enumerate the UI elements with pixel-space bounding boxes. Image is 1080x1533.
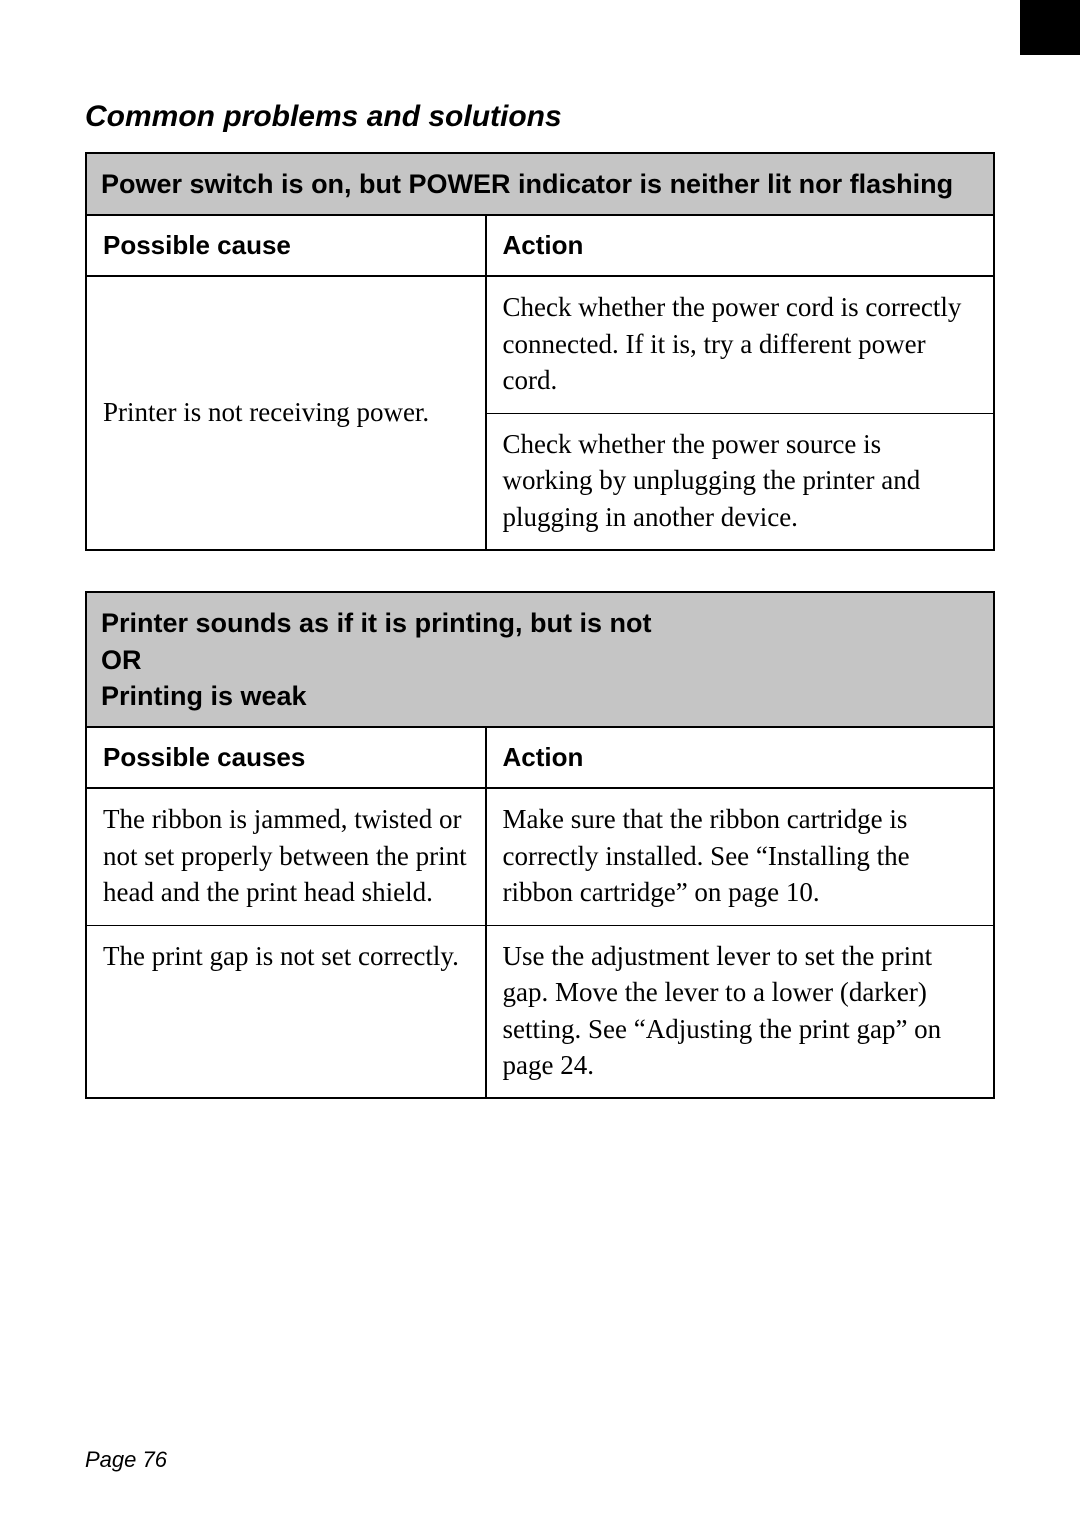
cause-cell: Printer is not receiving power. — [86, 276, 486, 550]
col-header-action: Action — [486, 727, 994, 788]
action-cell: Check whether the power source is workin… — [486, 413, 994, 550]
action-cell: Check whether the power cord is correctl… — [486, 276, 994, 413]
cause-cell: The print gap is not set correctly. — [86, 925, 486, 1098]
action-cell: Make sure that the ribbon cartridge is c… — [486, 788, 994, 925]
corner-tab — [1020, 0, 1080, 55]
troubleshooting-table-2: Printer sounds as if it is printing, but… — [85, 591, 995, 1099]
problem-header-1: Power switch is on, but POWER indicator … — [86, 153, 994, 215]
problem-header-2: Printer sounds as if it is printing, but… — [86, 592, 994, 727]
troubleshooting-table-1: Power switch is on, but POWER indicator … — [85, 152, 995, 551]
page-content: Common problems and solutions Power swit… — [0, 0, 1080, 1199]
section-title: Common problems and solutions — [85, 100, 995, 134]
problem-line-2: OR — [101, 645, 142, 675]
col-header-causes: Possible causes — [86, 727, 486, 788]
cause-cell: The ribbon is jammed, twisted or not set… — [86, 788, 486, 925]
problem-line-3: Printing is weak — [101, 681, 307, 711]
problem-line-1: Printer sounds as if it is printing, but… — [101, 608, 652, 638]
action-cell: Use the adjustment lever to set the prin… — [486, 925, 994, 1098]
page-number: Page 76 — [85, 1447, 167, 1473]
col-header-cause: Possible cause — [86, 215, 486, 276]
col-header-action: Action — [486, 215, 994, 276]
